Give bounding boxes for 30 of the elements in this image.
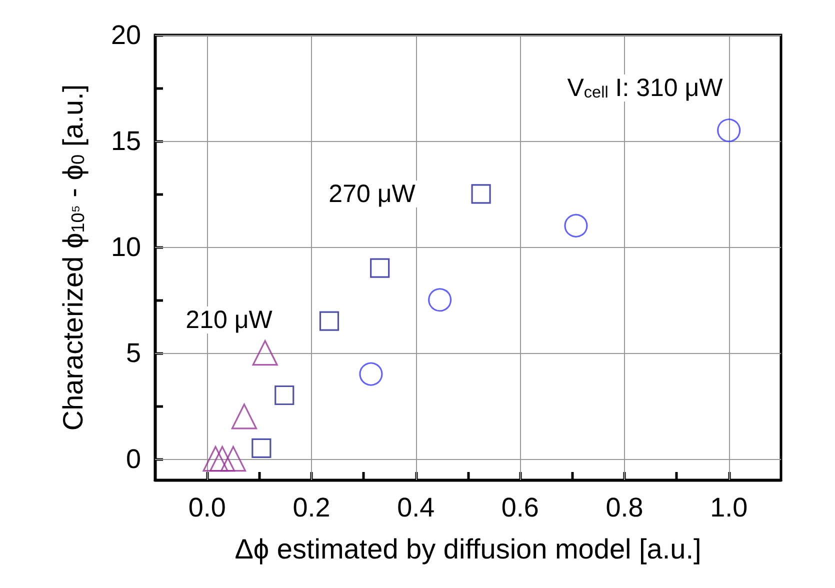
point — [252, 340, 278, 366]
point — [202, 446, 228, 472]
annotation: 270 μW — [328, 180, 416, 208]
x-axis-title: Δϕ estimated by diffusion model [a.u.] — [234, 534, 702, 564]
point — [370, 258, 390, 278]
y-tick-label: 10 — [110, 232, 141, 262]
annotation: 210 μW — [186, 306, 273, 334]
point — [220, 446, 246, 472]
point — [252, 438, 272, 458]
annotation: Vcell I: 310 μW — [567, 74, 724, 102]
point — [319, 311, 340, 331]
point — [717, 118, 741, 142]
point — [274, 385, 294, 406]
point — [428, 288, 452, 312]
y-axis-title: Characterized ϕ10⁵ - ϕ0 [a.u.] — [58, 84, 88, 431]
point — [209, 446, 236, 472]
y-tick-label: 0 — [126, 444, 141, 474]
x-tick-label: 0.4 — [397, 492, 435, 522]
point — [471, 184, 491, 204]
x-tick-label: 0.2 — [292, 492, 330, 522]
x-tick-label: 0.0 — [188, 492, 226, 522]
y-tick-label: 5 — [126, 338, 141, 368]
point — [231, 404, 258, 430]
point — [564, 214, 588, 238]
x-tick-label: 1.0 — [710, 492, 748, 522]
y-tick-label: 15 — [110, 126, 141, 156]
y-tick-label: 20 — [110, 20, 141, 50]
x-tick-label: 0.8 — [606, 492, 644, 522]
x-tick-label: 0.6 — [501, 492, 539, 522]
point — [359, 362, 383, 386]
